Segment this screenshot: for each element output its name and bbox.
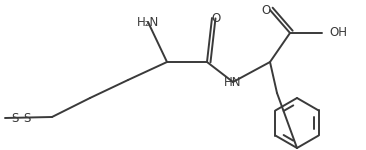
Text: O: O [261, 3, 270, 16]
Text: S: S [23, 111, 31, 124]
Text: O: O [212, 12, 221, 24]
Text: OH: OH [329, 27, 347, 39]
Text: HN: HN [224, 75, 242, 88]
Text: H₂N: H₂N [137, 15, 159, 28]
Text: S: S [11, 111, 19, 124]
